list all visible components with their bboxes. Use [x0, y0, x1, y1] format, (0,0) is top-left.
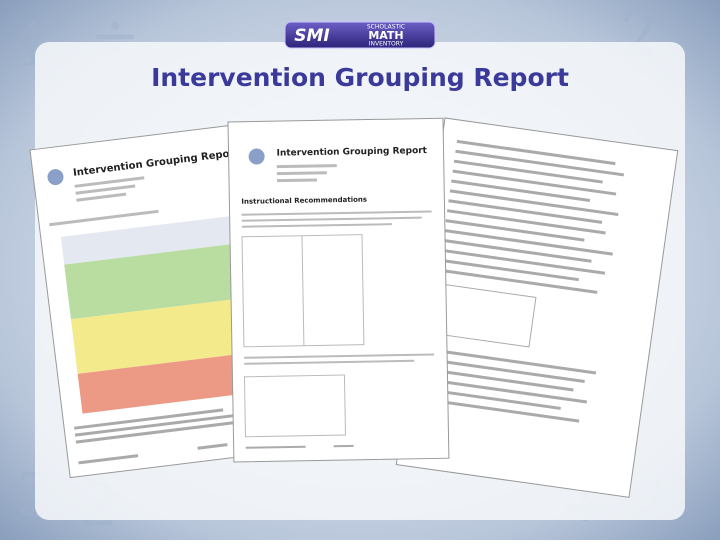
logo-brand: SCHOLASTIC [367, 24, 405, 31]
slide-title: Intervention Grouping Report [151, 63, 569, 92]
text-lines [276, 164, 337, 183]
logo-mark: SMI [294, 26, 330, 46]
text-lines [49, 176, 159, 227]
band-red [77, 351, 262, 414]
table [243, 374, 346, 438]
icon [248, 148, 265, 165]
document-right [395, 117, 679, 498]
logo-name: MATH [368, 29, 403, 42]
text-lines [244, 353, 435, 365]
logo: SMI SCHOLASTIC MATH INVENTORY [284, 21, 436, 49]
logo-badge [284, 21, 436, 49]
page [227, 117, 450, 463]
table-divider [301, 235, 305, 346]
text-lines [241, 210, 432, 228]
table-header [60, 214, 243, 265]
text-lines [74, 408, 254, 465]
document-left: Intervention Grouping Report [29, 123, 285, 479]
document-section: Instructional Recommendations [241, 196, 367, 206]
icon [47, 169, 64, 186]
text-lines [420, 139, 625, 423]
document-title: Intervention Grouping Report [276, 146, 427, 159]
document-middle: Intervention Grouping Report Instruction… [227, 117, 450, 463]
logo-subname: INVENTORY [369, 41, 404, 48]
band-yellow [70, 297, 257, 374]
table [241, 234, 365, 348]
text-lines [245, 444, 354, 449]
band-green [64, 242, 250, 320]
